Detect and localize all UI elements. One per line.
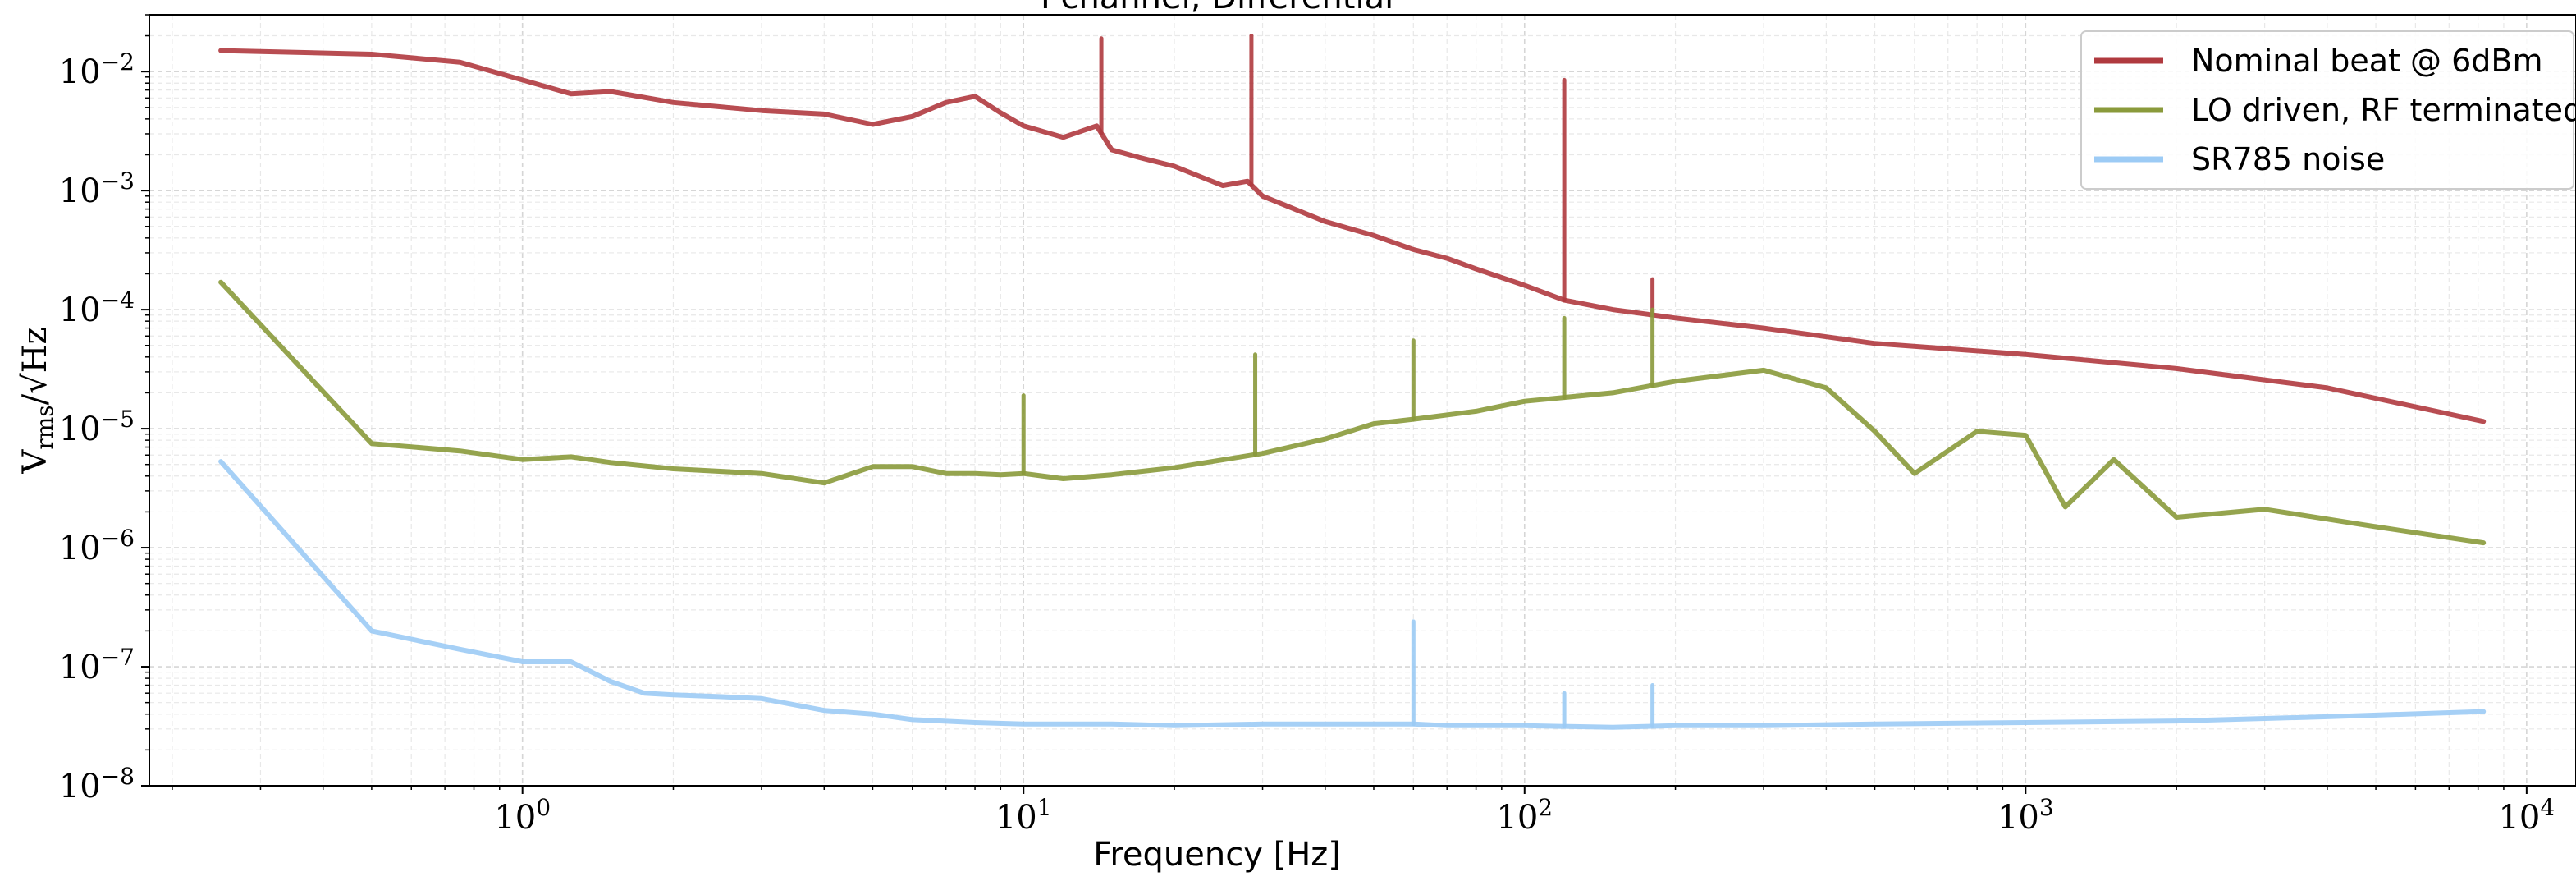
- x-tick-exp: 3: [2039, 794, 2054, 821]
- series-line-1: [218, 48, 2487, 424]
- legend-entry-label: Nominal beat @ 6dBm: [2191, 43, 2542, 79]
- y-axis-label-main: V: [16, 449, 54, 475]
- y-tick-base: 10: [59, 291, 101, 329]
- legend-entry-label: LO driven, RF terminated: [2191, 92, 2576, 128]
- legend: Nominal beat @ 6dBm LO driven, RF termina…: [2080, 30, 2576, 190]
- series-line-3: [218, 459, 2487, 730]
- grid-layer: [149, 14, 2576, 787]
- y-axis-label-text: Vrms/√Hz: [16, 327, 58, 474]
- x-tick-label: 100: [494, 794, 551, 837]
- y-axis-label-slash: /√: [16, 373, 54, 405]
- x-tick-label: 102: [1496, 794, 1553, 837]
- y-tick-label: 10−7: [59, 644, 135, 686]
- y-tick-label: 10−6: [59, 525, 135, 567]
- series-line-2: [218, 279, 2487, 546]
- y-tick-label: 10−2: [59, 48, 135, 91]
- y-tick-exp: −2: [101, 48, 135, 76]
- x-tick-exp: 1: [1037, 794, 1052, 821]
- x-axis-label: Frequency [Hz]: [1093, 836, 1341, 874]
- x-tick-base: 10: [2498, 799, 2540, 837]
- y-tick-base: 10: [59, 530, 101, 567]
- x-tick-base: 10: [995, 799, 1037, 837]
- x-tick-label: 104: [2498, 794, 2555, 837]
- x-tick-base: 10: [1496, 799, 1538, 837]
- x-tick-label: 103: [1997, 794, 2054, 837]
- legend-entry-label: SR785 noise: [2191, 141, 2385, 177]
- y-tick-base: 10: [59, 768, 101, 805]
- y-axis-label-sub: rms: [31, 405, 58, 449]
- series-layer: [218, 34, 2487, 730]
- y-tick-label: 10−4: [59, 287, 135, 329]
- y-axis-label: Vrms/√Hz: [16, 327, 58, 474]
- y-tick-base: 10: [59, 172, 101, 210]
- x-tick-base: 10: [494, 799, 536, 837]
- y-tick-label: 10−3: [59, 167, 135, 210]
- y-tick-label: 10−5: [59, 406, 135, 448]
- x-tick-label: 101: [995, 794, 1052, 837]
- y-tick-exp: −5: [101, 406, 135, 433]
- x-tick-exp: 4: [2540, 794, 2555, 821]
- y-tick-base: 10: [59, 53, 101, 91]
- y-tick-exp: −4: [101, 287, 135, 314]
- y-tick-exp: −8: [101, 763, 135, 790]
- chart-title: I channel, Differential: [1041, 0, 1393, 16]
- y-tick-base: 10: [59, 411, 101, 448]
- plot-frame: [149, 14, 2576, 787]
- y-tick-base: 10: [59, 649, 101, 686]
- y-tick-label: 10−8: [59, 763, 135, 805]
- x-tick-exp: 0: [536, 794, 551, 821]
- legend-box: [2080, 30, 2574, 190]
- x-tick-exp: 2: [1538, 794, 1553, 821]
- y-tick-exp: −3: [101, 167, 135, 195]
- x-tick-base: 10: [1997, 799, 2039, 837]
- y-tick-exp: −7: [101, 644, 135, 671]
- y-tick-exp: −6: [101, 525, 135, 552]
- y-axis-label-unit: Hz: [16, 327, 54, 373]
- ticks-layer: 100 101 102 103 10410−210−310−410−510−610−71…: [59, 14, 2555, 837]
